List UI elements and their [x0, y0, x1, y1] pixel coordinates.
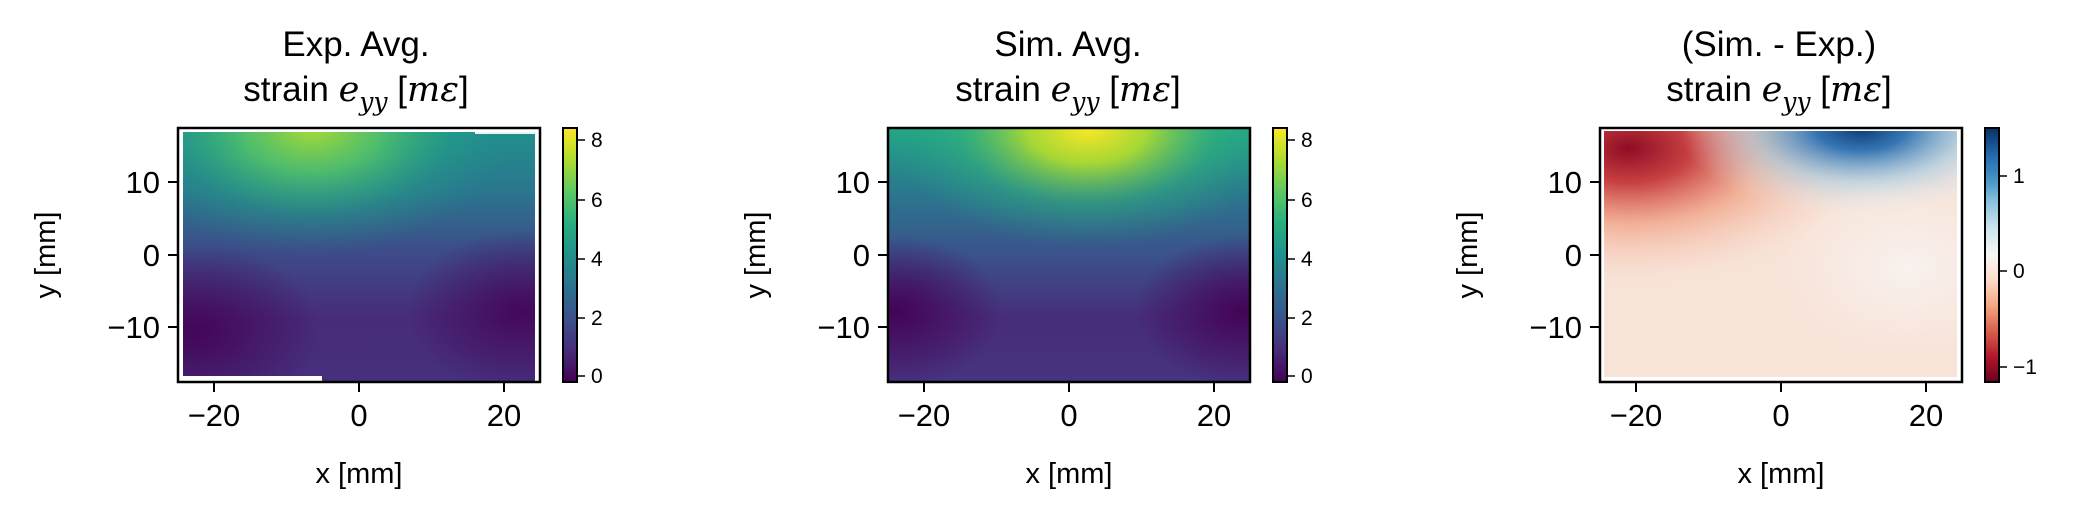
panel-sim-avg: Sim. Avg. strain eyy [mε] −20 0 20 x [mm…	[740, 25, 1313, 490]
panel-3-xtick-label: −20	[1610, 398, 1663, 433]
panel-1-title-line1: Exp. Avg.	[282, 25, 429, 64]
panel-3-missing-top	[1600, 128, 1962, 131]
panel-2-x-axis: −20 0 20 x [mm]	[898, 382, 1231, 490]
panel-3-ylabel: y [mm]	[1452, 212, 1484, 299]
panel-3-colorbar: −1 0 1	[1984, 127, 2037, 383]
panel-3-xlabel: x [mm]	[1738, 458, 1825, 490]
panel-1-y-axis: −10 0 10 y [mm]	[30, 165, 178, 345]
panel-3-x-axis: −20 0 20 x [mm]	[1610, 382, 1943, 490]
panel-3-cbar-tick-label: 0	[2013, 260, 2025, 283]
panel-2-heatmap	[888, 128, 1250, 382]
panel-1-heatmap	[178, 128, 540, 382]
panel-3-heatmap	[1600, 128, 1962, 382]
panel-1-ytick-label: 0	[143, 238, 160, 273]
panel-2-ylabel: y [mm]	[740, 212, 772, 299]
panel-1-xtick-label: 20	[487, 398, 521, 433]
panel-2-xlabel: x [mm]	[1026, 458, 1113, 490]
panel-1-missing-bottom-left	[178, 376, 322, 382]
panel-2-colorbar: 0 2 4 6 8	[1272, 127, 1313, 388]
panel-2-title-line2: strain eyy [mε]	[955, 70, 1180, 116]
panel-1-title-line2: strain eyy [mε]	[243, 70, 468, 116]
panel-2-ytick-label: 10	[836, 165, 870, 200]
panel-2-y-axis: −10 0 10 y [mm]	[740, 165, 888, 345]
panel-1-cbar-tick-label: 6	[591, 189, 603, 212]
panel-3-y-axis: −10 0 10 y [mm]	[1452, 165, 1600, 345]
panel-2-cbar-tick-label: 0	[1301, 365, 1313, 388]
panel-3-missing-right	[1957, 128, 1962, 382]
panel-1-missing-top-right-notch	[475, 128, 540, 134]
panel-1-missing-top	[178, 128, 540, 132]
panel-3-ytick-label: −10	[1529, 310, 1582, 345]
panel-1-ytick-label: −10	[107, 310, 160, 345]
panel-2-xtick-label: −20	[898, 398, 951, 433]
panel-1-xtick-label: 0	[350, 398, 367, 433]
panel-1-cbar-tick-label: 2	[591, 307, 603, 330]
panel-1-xtick-label: −20	[188, 398, 241, 433]
panel-3-title-line2: strain eyy [mε]	[1666, 70, 1891, 116]
panel-3-cbar-tick-label: 1	[2013, 165, 2025, 188]
panel-1-x-axis: −20 0 20 x [mm]	[188, 382, 521, 490]
panel-2-title-line1: Sim. Avg.	[994, 25, 1141, 64]
panel-3-missing-left	[1600, 128, 1604, 382]
panel-3-title-line1: (Sim. - Exp.)	[1682, 25, 1876, 64]
panel-2-xtick-label: 0	[1060, 398, 1077, 433]
panel-2-cbar-tick-label: 8	[1301, 129, 1313, 152]
panel-sim-minus-exp: (Sim. - Exp.) strain eyy [mε] −20 0 20 x…	[1452, 25, 2037, 490]
panel-2-cbar-tick-label: 6	[1301, 189, 1313, 212]
panel-1-missing-right	[535, 128, 540, 382]
panel-2-ytick-label: −10	[817, 310, 870, 345]
panel-1-ylabel: y [mm]	[30, 212, 62, 299]
panel-3-ytick-label: 10	[1548, 165, 1582, 200]
panel-2-xtick-label: 20	[1197, 398, 1231, 433]
panel-1-cbar-tick-label: 0	[591, 365, 603, 388]
panel-1-xlabel: x [mm]	[316, 458, 403, 490]
panel-1-cbar-tick-label: 8	[591, 129, 603, 152]
panel-1-colorbar: 0 2 4 6 8	[562, 127, 603, 388]
panel-1-ytick-label: 10	[126, 165, 160, 200]
panel-3-xtick-label: 0	[1772, 398, 1789, 433]
panel-3-xtick-label: 20	[1909, 398, 1943, 433]
panel-2-cbar-tick-label: 4	[1301, 248, 1313, 271]
panel-2-ytick-label: 0	[853, 238, 870, 273]
panel-1-missing-top-left	[178, 128, 183, 382]
panel-3-cbar-tick-label: −1	[2013, 356, 2037, 379]
panel-3-missing-bottom	[1600, 377, 1962, 382]
panel-3-ytick-label: 0	[1565, 238, 1582, 273]
panel-2-cbar-tick-label: 2	[1301, 307, 1313, 330]
panel-1-cbar-tick-label: 4	[591, 248, 603, 271]
panel-exp-avg: Exp. Avg. strain eyy [mε] −20 0 20 x [mm…	[30, 25, 603, 490]
